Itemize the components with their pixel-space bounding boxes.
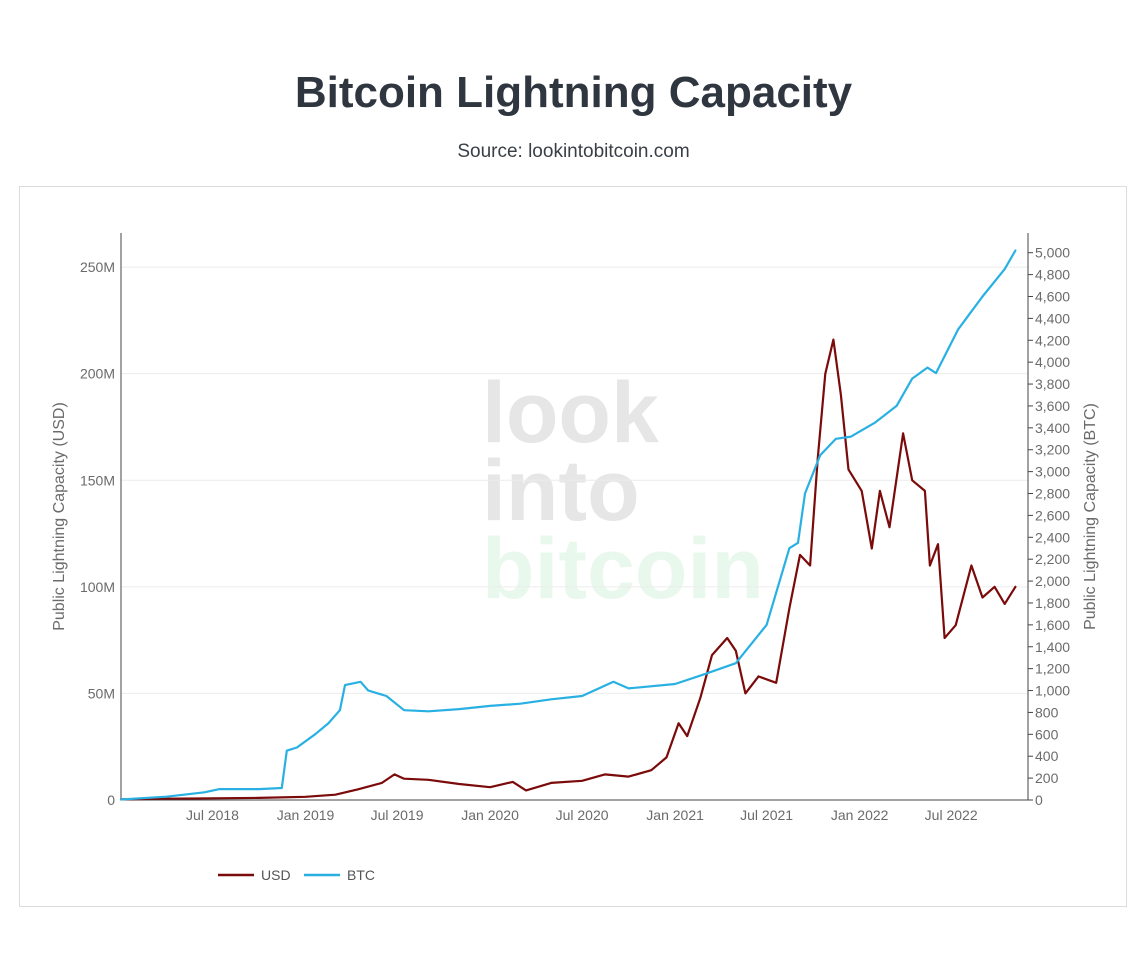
y-right-tick-label: 3,000 — [1035, 464, 1070, 480]
series-line-btc — [119, 249, 1017, 801]
x-tick-label: Jan 2021 — [646, 807, 704, 823]
y-right-tick-label: 1,000 — [1035, 683, 1070, 699]
legend-item-usd[interactable]: USD — [218, 867, 291, 883]
y-right-tick-label: 4,800 — [1035, 267, 1070, 283]
gridlines — [121, 266, 1028, 694]
x-tick-label: Jul 2021 — [740, 807, 793, 823]
y-right-tick-label: 4,200 — [1035, 332, 1070, 348]
legend[interactable]: USD BTC — [218, 867, 375, 883]
legend-label-btc: BTC — [347, 867, 375, 883]
y-right-tick-label: 1,800 — [1035, 595, 1070, 611]
y-right-tick-label: 2,800 — [1035, 486, 1070, 502]
y-right-tick-label: 1,400 — [1035, 639, 1070, 655]
y-right-tick-label: 3,200 — [1035, 442, 1070, 458]
y-right-tick-label: 4,400 — [1035, 310, 1070, 326]
x-tick-label: Jul 2018 — [186, 807, 239, 823]
watermark-line-3: bitcoin — [482, 521, 764, 617]
y-left-axis-title: Public Lightning Capacity (USD) — [51, 402, 68, 631]
y-right-axis-title: Public Lightning Capacity (BTC) — [1082, 403, 1099, 630]
x-tick-label: Jan 2020 — [461, 807, 519, 823]
y-right-tick-label: 800 — [1035, 704, 1059, 720]
y-right-tick-label: 3,800 — [1035, 376, 1070, 392]
chart-frame: look into bitcoin 0 50M 100M 150M 200M 250M 0 2… — [19, 186, 1127, 907]
watermark-line-2: into — [482, 443, 640, 539]
y-left-tick-label: 150M — [80, 472, 115, 488]
watermark-line-1: look — [482, 365, 659, 461]
y-right-tick-label: 400 — [1035, 748, 1059, 764]
y-right-tick-label: 4,000 — [1035, 354, 1070, 370]
y-right-tick-label: 600 — [1035, 726, 1059, 742]
watermark-logo: look into bitcoin — [482, 365, 764, 617]
x-tick-label: Jul 2022 — [925, 807, 978, 823]
y-right-tick-label: 4,600 — [1035, 288, 1070, 304]
y-right-tick-label: 2,400 — [1035, 529, 1070, 545]
axes: 0 50M 100M 150M 200M 250M 0 200 400 600 800 1,000 1,… — [51, 233, 1099, 823]
y-right-tick-label: 0 — [1035, 792, 1043, 808]
y-right-tick-label: 2,200 — [1035, 551, 1070, 567]
x-tick-label: Jan 2019 — [277, 807, 335, 823]
y-right-tick-label: 200 — [1035, 770, 1059, 786]
y-right-tick-label: 2,600 — [1035, 507, 1070, 523]
series-line-usd — [119, 338, 1017, 801]
y-right-tick-label: 2,000 — [1035, 573, 1070, 589]
y-left-tick-label: 100M — [80, 579, 115, 595]
y-left-tick-label: 50M — [88, 685, 115, 701]
y-right-tick-label: 1,200 — [1035, 661, 1070, 677]
page-title: Bitcoin Lightning Capacity — [294, 68, 853, 117]
y-right-tick-label: 5,000 — [1035, 245, 1070, 261]
x-tick-label: Jan 2022 — [831, 807, 889, 823]
y-right-tick-label: 3,400 — [1035, 420, 1070, 436]
legend-label-usd: USD — [261, 867, 291, 883]
x-tick-label: Jul 2019 — [371, 807, 424, 823]
page-subtitle: Source: lookintobitcoin.com — [457, 141, 690, 162]
series-lines — [119, 249, 1017, 801]
y-left-tick-label: 0 — [107, 792, 115, 808]
y-left-tick-label: 200M — [80, 366, 115, 382]
legend-item-btc[interactable]: BTC — [304, 867, 375, 883]
lightning-capacity-chart: look into bitcoin 0 50M 100M 150M 200M 250M 0 2… — [51, 233, 1099, 883]
x-tick-label: Jul 2020 — [556, 807, 609, 823]
y-left-tick-label: 250M — [80, 259, 115, 275]
y-right-tick-label: 1,600 — [1035, 617, 1070, 633]
y-right-tick-label: 3,600 — [1035, 398, 1070, 414]
